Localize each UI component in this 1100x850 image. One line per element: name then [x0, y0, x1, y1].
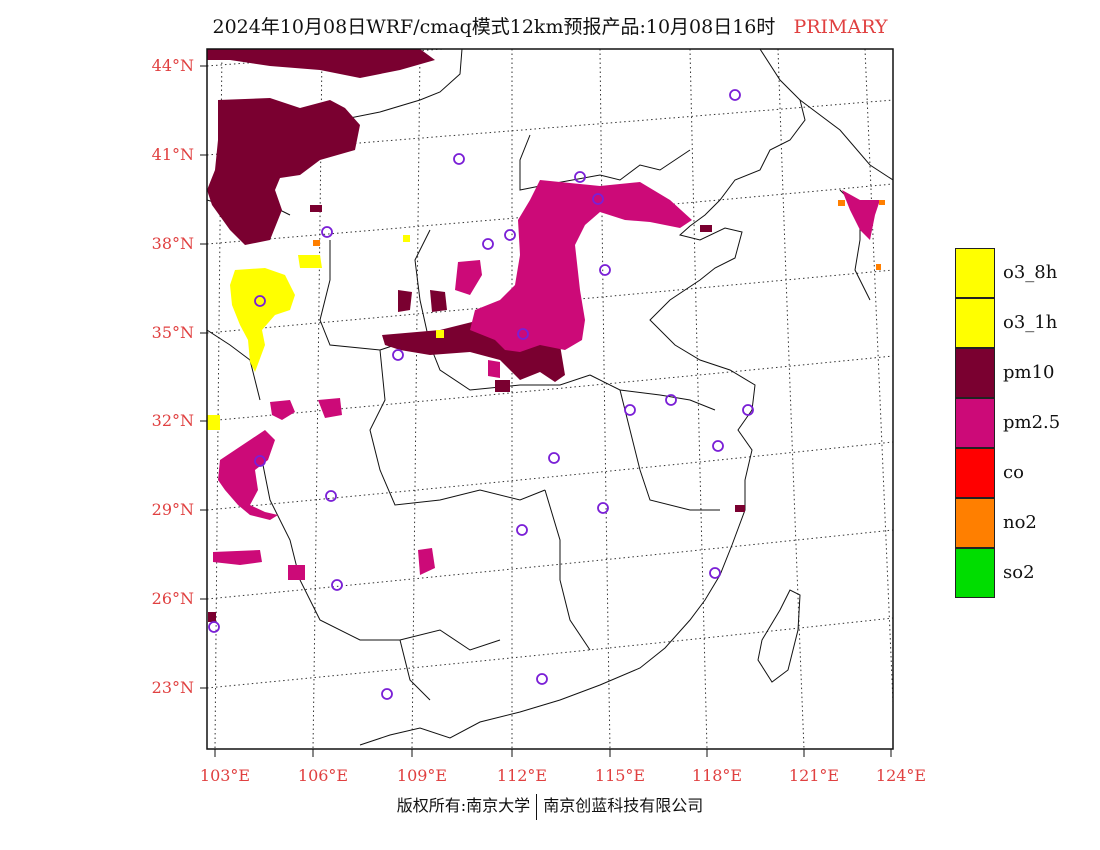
map-title-tag: PRIMARY [793, 16, 888, 38]
copyright-right: 南京创蓝科技有限公司 [543, 796, 704, 815]
legend-label: o3_8h [1003, 262, 1058, 283]
tick-marks [200, 65, 892, 757]
legend-swatch [955, 548, 995, 598]
lon-label: 106°E [297, 766, 349, 785]
legend-swatch [955, 248, 995, 298]
lat-label: 38°N [151, 234, 194, 253]
pm25-areas [213, 180, 880, 580]
legend-swatch [955, 298, 995, 348]
lat-label: 41°N [151, 145, 194, 164]
copyright-left: 版权所有:南京大学 [396, 796, 531, 815]
lat-label: 29°N [151, 500, 194, 519]
legend-swatch [955, 348, 995, 398]
map-title-main: 2024年10月08日WRF/cmaq模式12km预报产品:10月08日16时 [212, 16, 776, 38]
lon-label: 103°E [199, 766, 251, 785]
lon-label: 118°E [691, 766, 743, 785]
legend-label: no2 [1003, 512, 1037, 533]
map-title: 2024年10月08日WRF/cmaq模式12km预报产品:10月08日16时 … [0, 12, 1100, 39]
legend-label: so2 [1003, 562, 1035, 583]
legend-label: pm10 [1003, 362, 1055, 383]
footer-divider [536, 793, 538, 820]
map-frame [206, 48, 894, 750]
legend-label: pm2.5 [1003, 412, 1061, 433]
legend-swatch [955, 498, 995, 548]
legend-label: co [1003, 462, 1024, 483]
lat-label: 26°N [151, 589, 194, 608]
legend-label: o3_1h [1003, 312, 1058, 333]
copyright-footer: 版权所有:南京大学 南京创蓝科技有限公司 [0, 792, 1100, 820]
lat-label: 44°N [151, 56, 194, 75]
lon-label: 115°E [594, 766, 646, 785]
pm10-areas [207, 49, 745, 622]
station-markers [208, 89, 754, 700]
legend-swatch [955, 448, 995, 498]
lat-label: 23°N [151, 678, 194, 697]
lon-label: 124°E [875, 766, 927, 785]
legend-swatch [955, 398, 995, 448]
lon-label: 112°E [496, 766, 548, 785]
lat-label: 35°N [151, 323, 194, 342]
lon-label: 109°E [396, 766, 448, 785]
lat-label: 32°N [151, 411, 194, 430]
lon-label: 121°E [788, 766, 840, 785]
no2-spots [313, 200, 885, 270]
o3-areas [207, 235, 444, 430]
